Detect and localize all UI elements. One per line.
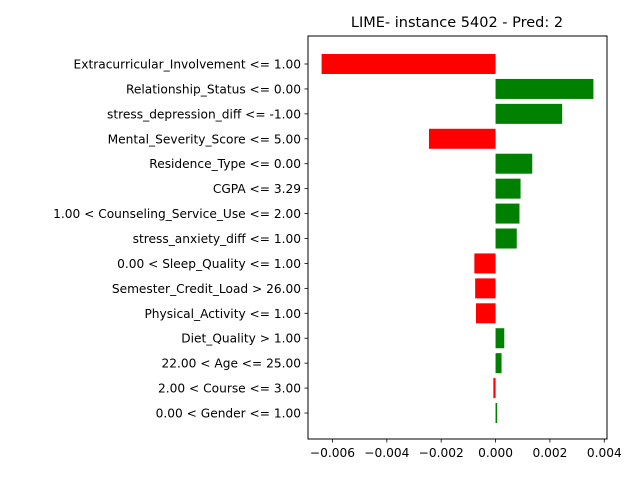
bar-8 (474, 253, 496, 274)
bar-1 (495, 78, 594, 99)
plot-frame (307, 35, 608, 440)
bar-7 (495, 228, 517, 249)
bar-13 (493, 378, 496, 399)
x-tick-label-2: −0.002 (419, 446, 464, 460)
chart-title: LIME- instance 5402 - Pred: 2 (351, 15, 563, 31)
y-tick-label-5: CGPA <= 3.29 (213, 182, 301, 196)
y-tick-label-1: Relationship_Status <= 0.00 (126, 82, 301, 96)
y-tick-label-11: Diet_Quality > 1.00 (181, 332, 301, 346)
bars-group (321, 54, 594, 424)
y-tick-label-10: Physical_Activity <= 1.00 (144, 307, 301, 321)
x-tick-label-1: −0.004 (364, 446, 409, 460)
bar-4 (495, 153, 533, 174)
bar-3 (428, 128, 496, 149)
bar-12 (495, 353, 502, 374)
bar-6 (495, 203, 520, 224)
y-tick-label-3: Mental_Severity_Score <= 5.00 (108, 132, 301, 146)
bar-11 (495, 328, 505, 349)
x-tick-label-5: 0.004 (587, 446, 622, 460)
y-tick-label-4: Residence_Type <= 0.00 (149, 157, 301, 171)
y-tick-label-7: stress_anxiety_diff <= 1.00 (133, 232, 301, 246)
x-tick-label-0: −0.006 (310, 446, 355, 460)
bar-0 (321, 54, 496, 74)
bar-14 (495, 403, 498, 424)
y-tick-label-8: 0.00 < Sleep_Quality <= 1.00 (117, 257, 301, 271)
y-tick-label-12: 22.00 < Age <= 25.00 (162, 357, 301, 371)
y-tick-label-2: stress_depression_diff <= -1.00 (107, 107, 301, 121)
bar-9 (475, 278, 496, 299)
x-tick-label-3: 0.000 (478, 446, 513, 460)
y-axis-ticks: Extracurricular_Involvement <= 1.00 Relat… (53, 58, 308, 421)
bar-5 (495, 178, 521, 199)
bar-10 (475, 303, 496, 324)
x-tick-label-4: 0.002 (532, 446, 567, 460)
x-axis-ticks: −0.006 −0.004 −0.002 0.000 0.002 0.004 (310, 439, 622, 460)
y-tick-label-6: 1.00 < Counseling_Service_Use <= 2.00 (53, 207, 301, 221)
y-tick-label-14: 0.00 < Gender <= 1.00 (156, 407, 301, 421)
bar-2 (495, 103, 563, 124)
y-tick-label-13: 2.00 < Course <= 3.00 (158, 382, 301, 396)
y-tick-label-9: Semester_Credit_Load > 26.00 (112, 282, 301, 296)
y-tick-label-0: Extracurricular_Involvement <= 1.00 (74, 58, 301, 72)
